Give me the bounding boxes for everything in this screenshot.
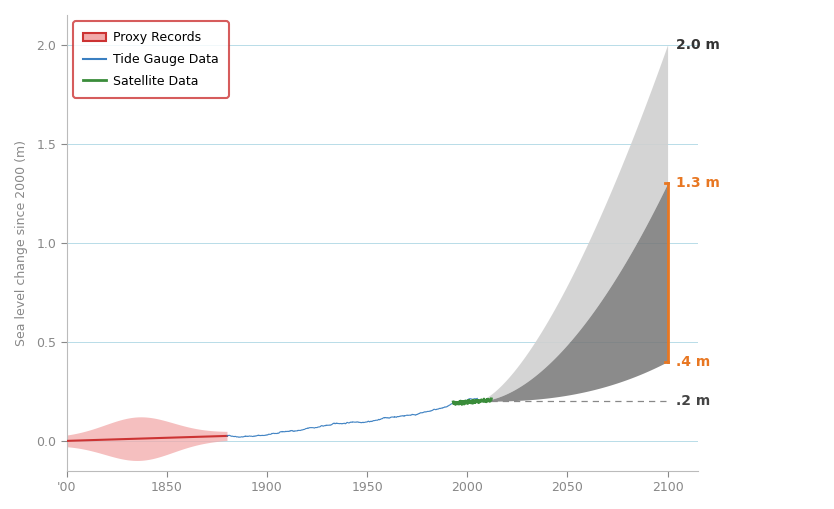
Text: 2.0 m: 2.0 m [676, 38, 720, 52]
Text: .4 m: .4 m [676, 355, 710, 369]
Legend: Proxy Records, Tide Gauge Data, Satellite Data: Proxy Records, Tide Gauge Data, Satellit… [73, 21, 229, 98]
Text: 1.3 m: 1.3 m [676, 176, 720, 190]
Text: .2 m: .2 m [676, 394, 710, 408]
Y-axis label: Sea level change since 2000 (m): Sea level change since 2000 (m) [15, 140, 28, 346]
